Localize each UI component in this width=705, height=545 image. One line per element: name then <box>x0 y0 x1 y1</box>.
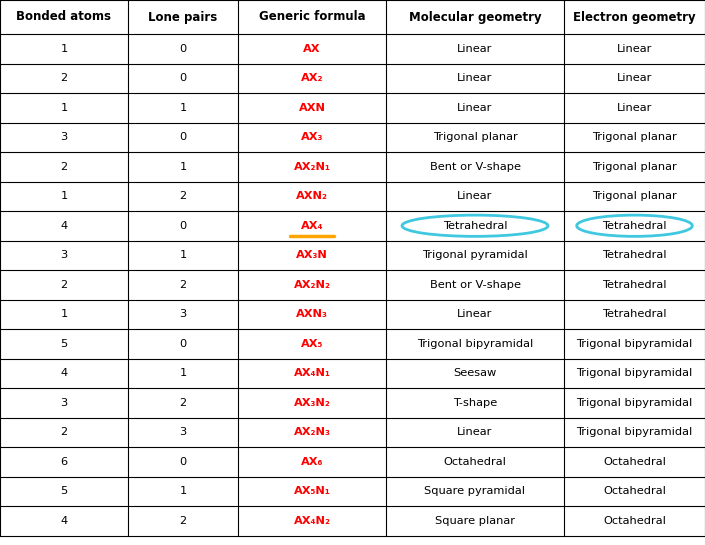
Text: 0: 0 <box>179 73 187 83</box>
Text: 1: 1 <box>179 162 187 172</box>
Text: AX₄N₁: AX₄N₁ <box>293 368 331 378</box>
Text: 4: 4 <box>61 368 68 378</box>
Text: 2: 2 <box>61 427 68 437</box>
Text: AX₂: AX₂ <box>301 73 324 83</box>
Text: 0: 0 <box>179 339 187 349</box>
Text: Square planar: Square planar <box>435 516 515 526</box>
Text: 6: 6 <box>61 457 68 467</box>
Text: 5: 5 <box>61 339 68 349</box>
Text: 1: 1 <box>179 103 187 113</box>
Text: Trigonal planar: Trigonal planar <box>592 132 677 142</box>
Text: 3: 3 <box>61 250 68 261</box>
Text: Octahedral: Octahedral <box>603 457 666 467</box>
Text: AXN₃: AXN₃ <box>296 309 328 319</box>
Text: Trigonal pyramidal: Trigonal pyramidal <box>422 250 528 261</box>
Text: 1: 1 <box>61 44 68 54</box>
Text: Linear: Linear <box>617 73 652 83</box>
Text: AX₅: AX₅ <box>301 339 323 349</box>
Text: Trigonal planar: Trigonal planar <box>433 132 517 142</box>
Text: 0: 0 <box>179 221 187 231</box>
Text: AXN: AXN <box>298 103 326 113</box>
Text: Trigonal bipyramidal: Trigonal bipyramidal <box>577 427 692 437</box>
Text: 4: 4 <box>61 516 68 526</box>
Text: Trigonal bipyramidal: Trigonal bipyramidal <box>577 339 692 349</box>
Text: AX₃N: AX₃N <box>296 250 328 261</box>
Text: 1: 1 <box>179 486 187 496</box>
Text: 2: 2 <box>180 280 187 290</box>
Text: 2: 2 <box>61 162 68 172</box>
Text: Square pyramidal: Square pyramidal <box>424 486 525 496</box>
Text: 2: 2 <box>61 280 68 290</box>
Text: AX₃N₂: AX₃N₂ <box>293 398 331 408</box>
Text: Linear: Linear <box>617 103 652 113</box>
Text: Linear: Linear <box>458 73 493 83</box>
Text: Trigonal planar: Trigonal planar <box>592 191 677 201</box>
Text: 0: 0 <box>179 132 187 142</box>
Text: AX₂N₁: AX₂N₁ <box>293 162 331 172</box>
Text: 2: 2 <box>180 191 187 201</box>
Text: Bonded atoms: Bonded atoms <box>16 10 111 23</box>
Text: 0: 0 <box>179 457 187 467</box>
Text: Tetrahedral: Tetrahedral <box>602 309 667 319</box>
Text: AX₄: AX₄ <box>301 221 324 231</box>
Text: Linear: Linear <box>458 103 493 113</box>
Text: Generic formula: Generic formula <box>259 10 365 23</box>
Text: Linear: Linear <box>458 44 493 54</box>
Text: Trigonal bipyramidal: Trigonal bipyramidal <box>577 398 692 408</box>
Text: 3: 3 <box>61 132 68 142</box>
Text: Octahedral: Octahedral <box>603 516 666 526</box>
Text: 4: 4 <box>61 221 68 231</box>
Text: 5: 5 <box>61 486 68 496</box>
Text: Seesaw: Seesaw <box>453 368 496 378</box>
Text: Linear: Linear <box>458 309 493 319</box>
Text: Trigonal bipyramidal: Trigonal bipyramidal <box>577 368 692 378</box>
Text: Trigonal bipyramidal: Trigonal bipyramidal <box>417 339 533 349</box>
Text: Bent or V-shape: Bent or V-shape <box>429 162 520 172</box>
Text: 2: 2 <box>61 73 68 83</box>
Text: Linear: Linear <box>617 44 652 54</box>
Text: 1: 1 <box>179 368 187 378</box>
Text: Octahedral: Octahedral <box>603 486 666 496</box>
Text: AX₅N₁: AX₅N₁ <box>293 486 331 496</box>
Text: Tetrahedral: Tetrahedral <box>443 221 508 231</box>
Text: AX: AX <box>303 44 321 54</box>
Text: 3: 3 <box>179 309 187 319</box>
Text: AX₃: AX₃ <box>301 132 323 142</box>
Text: 3: 3 <box>61 398 68 408</box>
Text: 1: 1 <box>61 103 68 113</box>
Text: Tetrahedral: Tetrahedral <box>602 280 667 290</box>
Text: Lone pairs: Lone pairs <box>148 10 218 23</box>
Text: 2: 2 <box>180 398 187 408</box>
Text: 2: 2 <box>180 516 187 526</box>
Text: 0: 0 <box>179 44 187 54</box>
Text: AX₂N₂: AX₂N₂ <box>293 280 331 290</box>
Text: 3: 3 <box>179 427 187 437</box>
Text: AX₆: AX₆ <box>301 457 323 467</box>
Text: T-shape: T-shape <box>453 398 497 408</box>
Text: AXN₂: AXN₂ <box>296 191 328 201</box>
Text: Tetrahedral: Tetrahedral <box>602 221 667 231</box>
Text: Tetrahedral: Tetrahedral <box>602 250 667 261</box>
Text: Octahedral: Octahedral <box>443 457 506 467</box>
Text: Linear: Linear <box>458 191 493 201</box>
Text: Molecular geometry: Molecular geometry <box>409 10 541 23</box>
Text: 1: 1 <box>61 309 68 319</box>
Text: AX₂N₃: AX₂N₃ <box>293 427 331 437</box>
Text: Electron geometry: Electron geometry <box>573 10 696 23</box>
Text: Trigonal planar: Trigonal planar <box>592 162 677 172</box>
Text: 1: 1 <box>179 250 187 261</box>
Text: 1: 1 <box>61 191 68 201</box>
Text: Linear: Linear <box>458 427 493 437</box>
Text: Bent or V-shape: Bent or V-shape <box>429 280 520 290</box>
Text: AX₄N₂: AX₄N₂ <box>293 516 331 526</box>
